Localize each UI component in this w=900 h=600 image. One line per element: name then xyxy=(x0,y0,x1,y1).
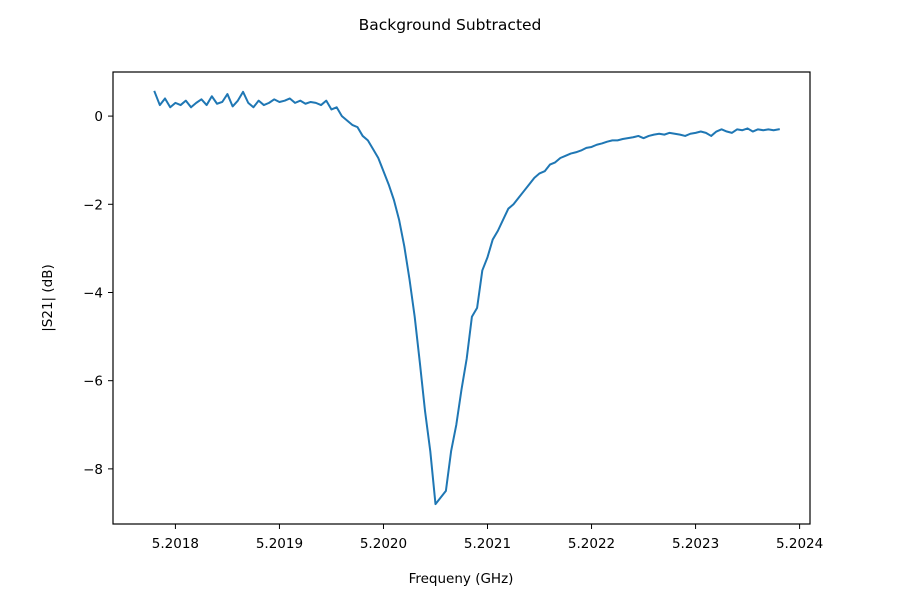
x-tick-label: 5.2021 xyxy=(464,536,511,552)
x-tick-label: 5.2022 xyxy=(568,536,615,552)
y-tick-label: −6 xyxy=(83,374,103,390)
x-tick-label: 5.2020 xyxy=(360,536,407,552)
y-axis-label: |S21| (dB) xyxy=(40,264,56,332)
x-tick-label: 5.2018 xyxy=(152,536,199,552)
y-axis-ticks: 0 −2 −4 −6 −8 xyxy=(83,109,113,478)
x-axis-ticks: 5.2018 5.2019 5.2020 5.2021 5.2022 5.2023 5.20… xyxy=(152,524,823,552)
x-tick-label: 5.2019 xyxy=(256,536,303,552)
y-tick-label: 0 xyxy=(94,109,103,125)
chart-title: Background Subtracted xyxy=(359,16,542,34)
x-tick-label: 5.2023 xyxy=(672,536,719,552)
x-axis-label: Frequeny (GHz) xyxy=(409,571,514,587)
y-tick-label: −4 xyxy=(83,285,103,301)
y-tick-label: −8 xyxy=(83,462,103,478)
y-tick-label: −2 xyxy=(83,197,103,213)
x-tick-label: 5.2024 xyxy=(776,536,823,552)
axes-frame xyxy=(112,71,811,525)
series-line-0 xyxy=(153,90,780,506)
plot-area xyxy=(112,71,811,525)
